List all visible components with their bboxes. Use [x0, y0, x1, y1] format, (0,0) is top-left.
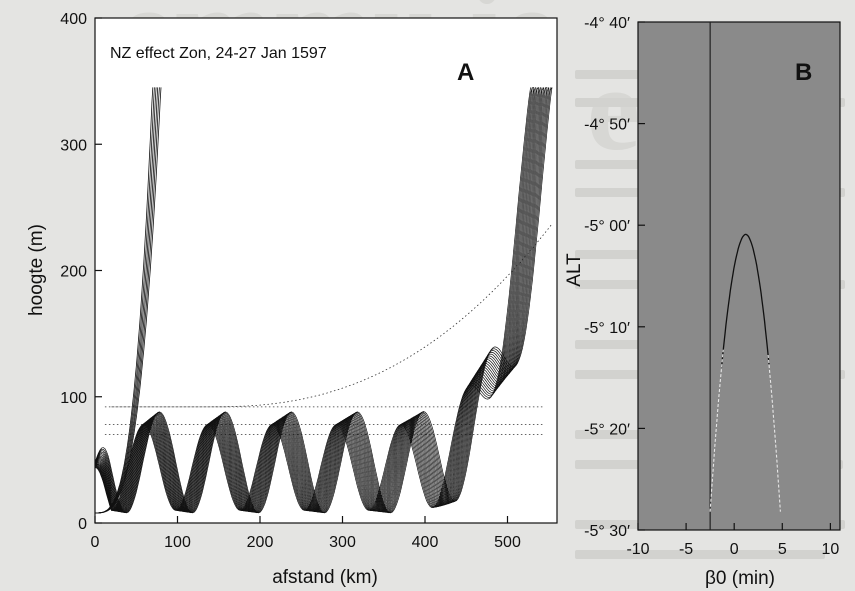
- panel-a-ray-curve: [94, 87, 541, 512]
- panel-b-letter: B: [795, 59, 812, 86]
- panel-a-ytick-label: 300: [60, 137, 87, 154]
- panel-a-curves: [94, 87, 553, 514]
- panel-b-xtick-label: 0: [730, 541, 739, 558]
- panel-b-curves: [709, 22, 781, 530]
- panel-b-ytick-label: -5° 10′: [584, 320, 630, 337]
- panel-b-curve-light-left: [709, 349, 724, 512]
- panel-a-ray-curve: [94, 87, 553, 514]
- panel-b-ylabel: ALT: [564, 253, 585, 287]
- panel-b-xtick-label: -10: [626, 541, 649, 558]
- panel-a-xtick-label: 0: [91, 534, 100, 551]
- panel-a-plot-area: [94, 17, 558, 524]
- panel-b-xtick-label: 5: [778, 541, 787, 558]
- panel-a: 0 100 200 300 400 500 0 100 200 300 400 NZ effect …: [26, 11, 558, 588]
- panel-a-ticks: 0 100 200 300 400 500 0 100 200 300 400: [60, 11, 521, 551]
- panel-a-dotted-curve: [111, 223, 553, 408]
- panel-b-ytick-label: -5° 30′: [584, 523, 630, 540]
- panel-b-xtick-label: 10: [821, 541, 839, 558]
- panel-b-ytick-label: -5° 00′: [584, 218, 630, 235]
- panel-a-letter: A: [457, 59, 474, 86]
- panel-a-xtick-label: 300: [329, 534, 356, 551]
- panel-a-ylabel: hoogte (m): [26, 224, 47, 316]
- panel-a-ray-curve: [94, 87, 533, 511]
- panel-b-ticks: -10 -5 0 5 10 -4° 40′ -4° 50′ -5° 00′ -5° 10′ -5°…: [584, 15, 839, 558]
- panel-b: -10 -5 0 5 10 -4° 40′ -4° 50′ -5° 00′ -5° 10′ -5°…: [564, 15, 841, 589]
- panel-a-ray-curve: [94, 87, 541, 512]
- panel-a-ytick-label: 0: [78, 516, 87, 533]
- panel-b-ytick-label: -4° 40′: [584, 15, 630, 32]
- panel-a-ytick-label: 400: [60, 11, 87, 28]
- panel-b-xtick-label: -5: [679, 541, 693, 558]
- panel-a-xtick-label: 200: [247, 534, 274, 551]
- panel-b-curve-dark: [720, 233, 770, 368]
- panel-b-curve-light-right: [767, 354, 781, 512]
- panel-a-xtick-label: 400: [412, 534, 439, 551]
- panel-a-xlabel: afstand (km): [272, 567, 378, 588]
- panel-b-ytick-label: -4° 50′: [584, 117, 630, 134]
- panel-a-ytick-label: 200: [60, 264, 87, 281]
- panel-a-ray-curve: [95, 87, 162, 514]
- panel-b-xlabel: β0 (min): [705, 568, 775, 589]
- panel-a-ytick-label: 100: [60, 390, 87, 407]
- panel-b-ytick-label: -5° 20′: [584, 421, 630, 438]
- panel-b-plot-area: [637, 21, 841, 531]
- panel-a-xtick-label: 100: [164, 534, 191, 551]
- panel-a-title: NZ effect Zon, 24-27 Jan 1597: [110, 45, 327, 62]
- panel-a-xtick-label: 500: [494, 534, 521, 551]
